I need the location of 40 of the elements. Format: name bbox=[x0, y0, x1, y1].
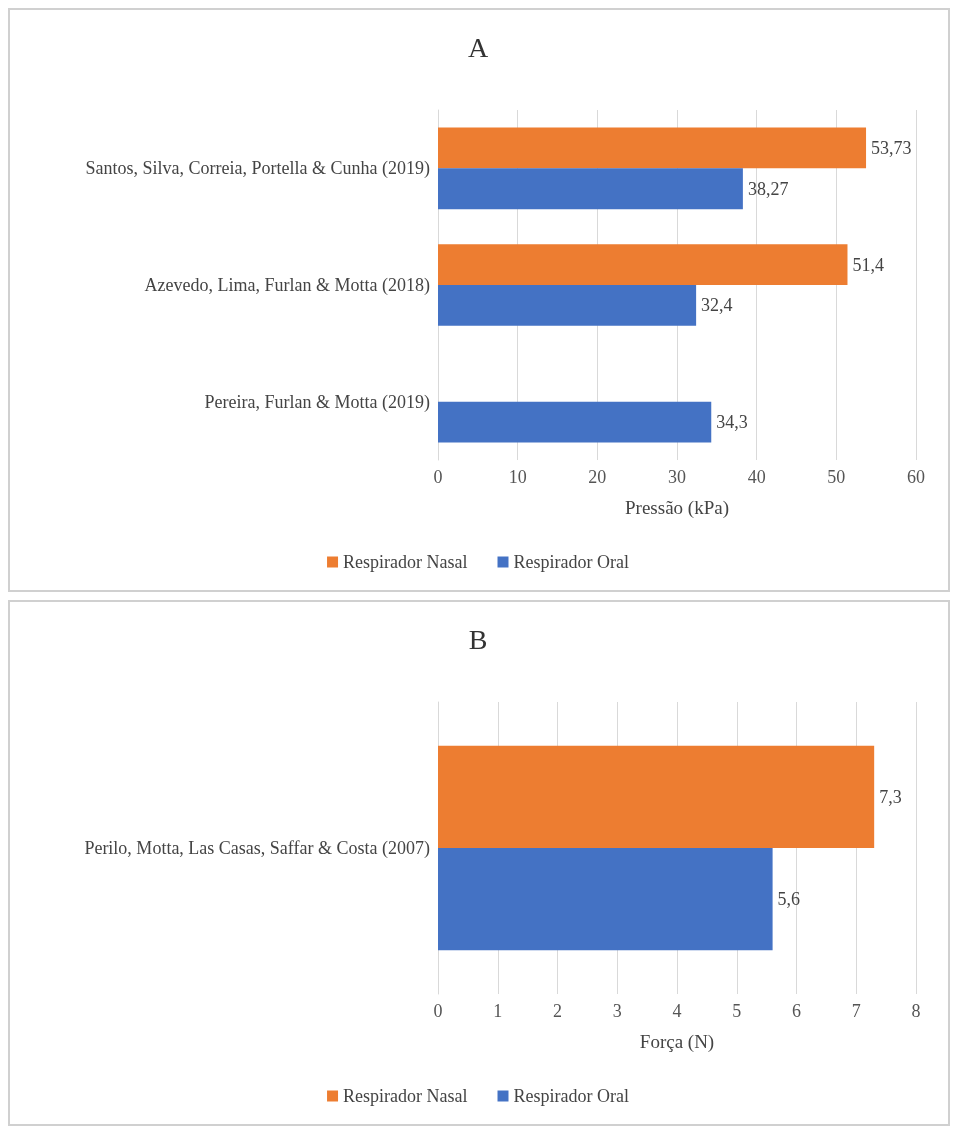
bar bbox=[438, 244, 848, 285]
bar bbox=[438, 127, 867, 169]
x-tick-label: 2 bbox=[553, 1001, 562, 1021]
bar bbox=[438, 285, 697, 326]
data-label: 32,4 bbox=[701, 295, 733, 316]
legend-label: Respirador Nasal bbox=[343, 1086, 468, 1106]
data-label: 38,27 bbox=[747, 178, 789, 199]
x-tick-label: 0 bbox=[433, 1001, 443, 1021]
y-tick-label: Perilo, Motta, Las Casas, Saffar & Costa (2007) bbox=[84, 838, 430, 859]
legend-label: Respirador Nasal bbox=[343, 552, 468, 572]
x-tick-label: 4 bbox=[672, 1001, 682, 1021]
y-tick-label: Azevedo, Lima, Furlan & Motta (2018) bbox=[144, 275, 430, 296]
y-tick-label: Santos, Silva, Correia, Portella & Cunha (2019) bbox=[85, 158, 430, 180]
x-tick-label: 20 bbox=[588, 467, 607, 487]
x-tick-label: 50 bbox=[827, 467, 846, 487]
x-tick-label: 30 bbox=[668, 467, 686, 487]
data-label: 51,4 bbox=[852, 254, 884, 275]
x-tick-label: 40 bbox=[747, 467, 766, 487]
x-axis-title: Força (N) bbox=[639, 1031, 715, 1053]
x-tick-label: 0 bbox=[433, 467, 443, 487]
chart-title: B bbox=[468, 623, 488, 655]
bar bbox=[438, 401, 712, 443]
data-label: 5,6 bbox=[777, 889, 801, 910]
x-tick-label: 6 bbox=[792, 1001, 801, 1021]
legend-label: Respirador Oral bbox=[513, 1086, 629, 1106]
data-label: 34,3 bbox=[716, 412, 748, 433]
x-tick-label: 5 bbox=[732, 1001, 742, 1021]
bar bbox=[438, 168, 743, 210]
x-tick-label: 60 bbox=[907, 467, 925, 487]
x-tick-label: 10 bbox=[508, 467, 527, 487]
data-label: 53,73 bbox=[871, 137, 912, 158]
data-label: 7,3 bbox=[879, 786, 902, 807]
chart-title: A bbox=[467, 31, 489, 63]
y-tick-label: Pereira, Furlan & Motta (2019) bbox=[204, 391, 430, 413]
legend-label: Respirador Oral bbox=[513, 552, 629, 572]
x-tick-label: 8 bbox=[911, 1001, 921, 1021]
x-axis-title: Pressão (kPa) bbox=[625, 497, 729, 519]
x-tick-label: 7 bbox=[851, 1001, 861, 1021]
x-tick-label: 3 bbox=[612, 1001, 622, 1021]
x-tick-label: 1 bbox=[493, 1001, 503, 1021]
